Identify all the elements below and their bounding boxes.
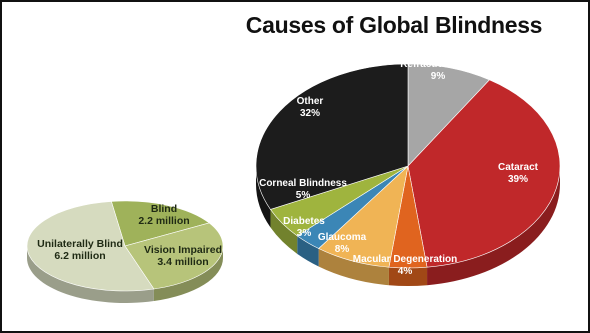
pie-side-cataract <box>427 166 560 286</box>
slice-label-value: 3% <box>297 228 312 239</box>
slice-label-glaucoma: Glaucoma 8% <box>318 232 367 255</box>
big-pie-chart: Refractive Error 9% Cataract 39% Macular Deg… <box>255 59 561 287</box>
slice-label-macular-degeneration: Macular Degeneration 4% <box>353 254 457 277</box>
slice-label-unilaterally-blind: Unilaterally Blind 6.2 million <box>37 238 123 262</box>
slice-label-name: Cataract <box>498 162 539 173</box>
slice-label-value: 3.4 million <box>157 256 208 268</box>
slice-label-name: Unilaterally Blind <box>37 238 123 250</box>
pie-side-macular-degeneration <box>388 267 428 287</box>
pie-side-diabetes <box>297 235 319 267</box>
pie-side-corneal-blindness <box>270 209 298 254</box>
slice-label-name: Glaucoma <box>318 232 367 243</box>
slice-label-name: Corneal Blindness <box>259 178 347 189</box>
pie-side-unilaterally-blind <box>27 246 154 303</box>
slice-label-refractive-error: Refractive Error 9% <box>400 59 476 82</box>
slice-label-value: 2.2 million <box>138 215 189 227</box>
small-pie-chart: Blind 2.2 million Vision Impaired 3.4 milli… <box>26 200 224 303</box>
slice-label-value: 6.2 million <box>54 250 105 262</box>
pie-slice-cataract <box>407 79 561 268</box>
slice-label-value: 5% <box>296 190 311 201</box>
slice-label-value: 9% <box>431 71 446 82</box>
slice-label-name: Vision Impaired <box>144 244 222 256</box>
slice-label-name: Other <box>297 96 324 107</box>
slice-label-name: Refractive Error <box>400 59 476 70</box>
slice-label-vision-impaired: Vision Impaired 3.4 million <box>144 244 222 268</box>
slice-label-diabetes: Diabetes 3% <box>283 216 325 239</box>
slice-label-name: Blind <box>151 203 177 215</box>
slice-label-cataract: Cataract 39% <box>498 162 539 185</box>
slice-label-value: 8% <box>335 244 350 255</box>
slice-label-blind: Blind 2.2 million <box>138 203 189 227</box>
pie-side-glaucoma <box>318 248 389 286</box>
pie-slice-other <box>255 63 409 210</box>
slice-label-value: 4% <box>398 266 413 277</box>
slice-label-value: 32% <box>300 108 320 119</box>
pie-slice-vision-impaired <box>124 222 224 290</box>
pie-side-vision-impaired <box>153 246 223 301</box>
slice-label-corneal-blindness: Corneal Blindness 5% <box>259 178 347 201</box>
slice-label-name: Diabetes <box>283 216 325 227</box>
pie-slice-refractive-error <box>407 63 490 167</box>
chart-title: Causes of Global Blindness <box>245 12 543 38</box>
slice-label-name: Macular Degeneration <box>353 254 457 265</box>
slice-label-other: Other 32% <box>297 96 324 119</box>
slice-label-value: 39% <box>508 174 528 185</box>
pie-slice-unilaterally-blind <box>26 201 155 292</box>
pie-slice-blind <box>110 200 210 247</box>
pie-side-other <box>256 166 271 228</box>
